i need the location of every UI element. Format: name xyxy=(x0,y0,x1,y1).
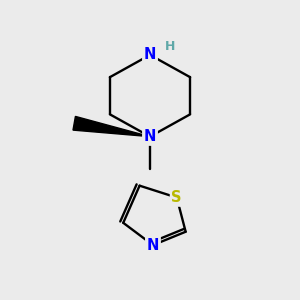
Text: N: N xyxy=(147,238,159,253)
Polygon shape xyxy=(73,116,150,136)
Text: N: N xyxy=(144,47,156,62)
Text: N: N xyxy=(144,129,156,144)
Text: S: S xyxy=(172,190,182,205)
Text: H: H xyxy=(165,40,175,53)
